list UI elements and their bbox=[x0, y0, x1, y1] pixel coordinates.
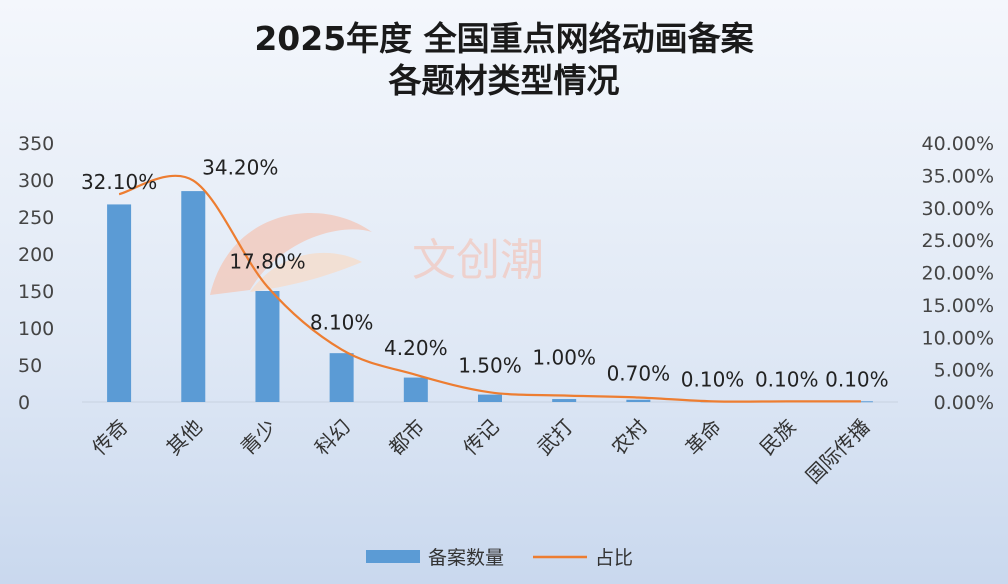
y-left-tick-label: 200 bbox=[18, 244, 54, 266]
y-right-tick-label: 15.00% bbox=[922, 295, 994, 317]
y-right-tick-label: 35.00% bbox=[922, 165, 994, 187]
y-right-tick-label: 25.00% bbox=[922, 230, 994, 252]
y-right-tick-label: 5.00% bbox=[934, 360, 994, 382]
y-left-axis: 0 50 100 150 200 250 300 350 bbox=[18, 133, 54, 414]
x-tick-label: 科幻 bbox=[310, 415, 355, 460]
y-left-tick-label: 300 bbox=[18, 170, 54, 192]
data-label: 0.10% bbox=[755, 367, 819, 391]
watermark-logo-leaf-icon bbox=[250, 252, 362, 292]
line-path bbox=[118, 174, 861, 403]
data-label: 32.10% bbox=[81, 170, 157, 194]
line-series bbox=[118, 174, 861, 403]
x-tick-label: 农村 bbox=[607, 415, 652, 460]
x-tick-label: 武打 bbox=[532, 415, 577, 460]
legend-label-line: 占比 bbox=[595, 547, 633, 569]
x-tick-label: 革命 bbox=[681, 415, 726, 460]
data-label: 0.10% bbox=[681, 367, 745, 391]
data-label: 4.20% bbox=[384, 336, 448, 360]
legend: 备案数量 占比 bbox=[366, 547, 633, 569]
data-label: 0.10% bbox=[825, 367, 889, 391]
x-tick-label: 都市 bbox=[384, 415, 429, 460]
bar bbox=[329, 353, 354, 402]
data-label: 1.00% bbox=[532, 346, 596, 370]
y-left-tick-label: 50 bbox=[18, 355, 42, 377]
y-left-tick-label: 350 bbox=[18, 133, 54, 155]
y-right-tick-label: 20.00% bbox=[922, 263, 994, 285]
x-tick-label: 国际传播 bbox=[801, 415, 875, 489]
y-right-axis: 0.00% 5.00% 10.00% 15.00% 20.00% 25.00% 30.00%… bbox=[922, 133, 994, 414]
data-label: 8.10% bbox=[310, 311, 374, 335]
x-tick-label: 青少 bbox=[236, 415, 281, 460]
bar bbox=[552, 399, 577, 402]
y-left-tick-label: 100 bbox=[18, 318, 54, 340]
bar bbox=[255, 291, 280, 402]
x-tick-label: 传奇 bbox=[87, 415, 132, 460]
x-tick-label: 民族 bbox=[755, 415, 800, 460]
y-left-tick-label: 0 bbox=[18, 392, 30, 414]
chart-subtitle: 各题材类型情况 bbox=[388, 61, 620, 100]
data-label: 1.50% bbox=[458, 353, 522, 377]
x-axis: 传奇 其他 青少 科幻 都市 传记 武打 农村 革命 民族 国际传播 bbox=[87, 415, 874, 489]
chart-title: 2025年度 全国重点网络动画备案 bbox=[254, 19, 754, 58]
bar bbox=[107, 204, 132, 402]
data-label: 34.20% bbox=[202, 156, 278, 180]
x-tick-label: 其他 bbox=[162, 415, 207, 460]
watermark-text: 文创潮 bbox=[412, 235, 544, 286]
watermark-logo-icon bbox=[210, 212, 372, 295]
y-right-tick-label: 30.00% bbox=[922, 198, 994, 220]
y-right-tick-label: 40.00% bbox=[922, 133, 994, 155]
bar-series bbox=[107, 191, 873, 403]
legend-swatch-bar bbox=[366, 550, 420, 563]
data-label: 17.80% bbox=[229, 250, 305, 274]
y-right-tick-label: 10.00% bbox=[922, 327, 994, 349]
bar bbox=[626, 399, 651, 402]
data-label: 0.70% bbox=[607, 361, 671, 385]
watermark: 文创潮 bbox=[210, 212, 544, 295]
bar bbox=[478, 394, 502, 402]
data-labels: 32.10% 34.20% 17.80% 8.10% 4.20% 1.50% 1.00% 0.… bbox=[81, 156, 889, 392]
y-left-tick-label: 250 bbox=[18, 207, 54, 229]
bar bbox=[181, 191, 206, 402]
y-left-tick-label: 150 bbox=[18, 281, 54, 303]
x-tick-label: 传记 bbox=[458, 415, 503, 460]
legend-label-bar: 备案数量 bbox=[428, 547, 504, 569]
bar bbox=[403, 377, 428, 402]
y-right-tick-label: 0.00% bbox=[934, 392, 994, 414]
